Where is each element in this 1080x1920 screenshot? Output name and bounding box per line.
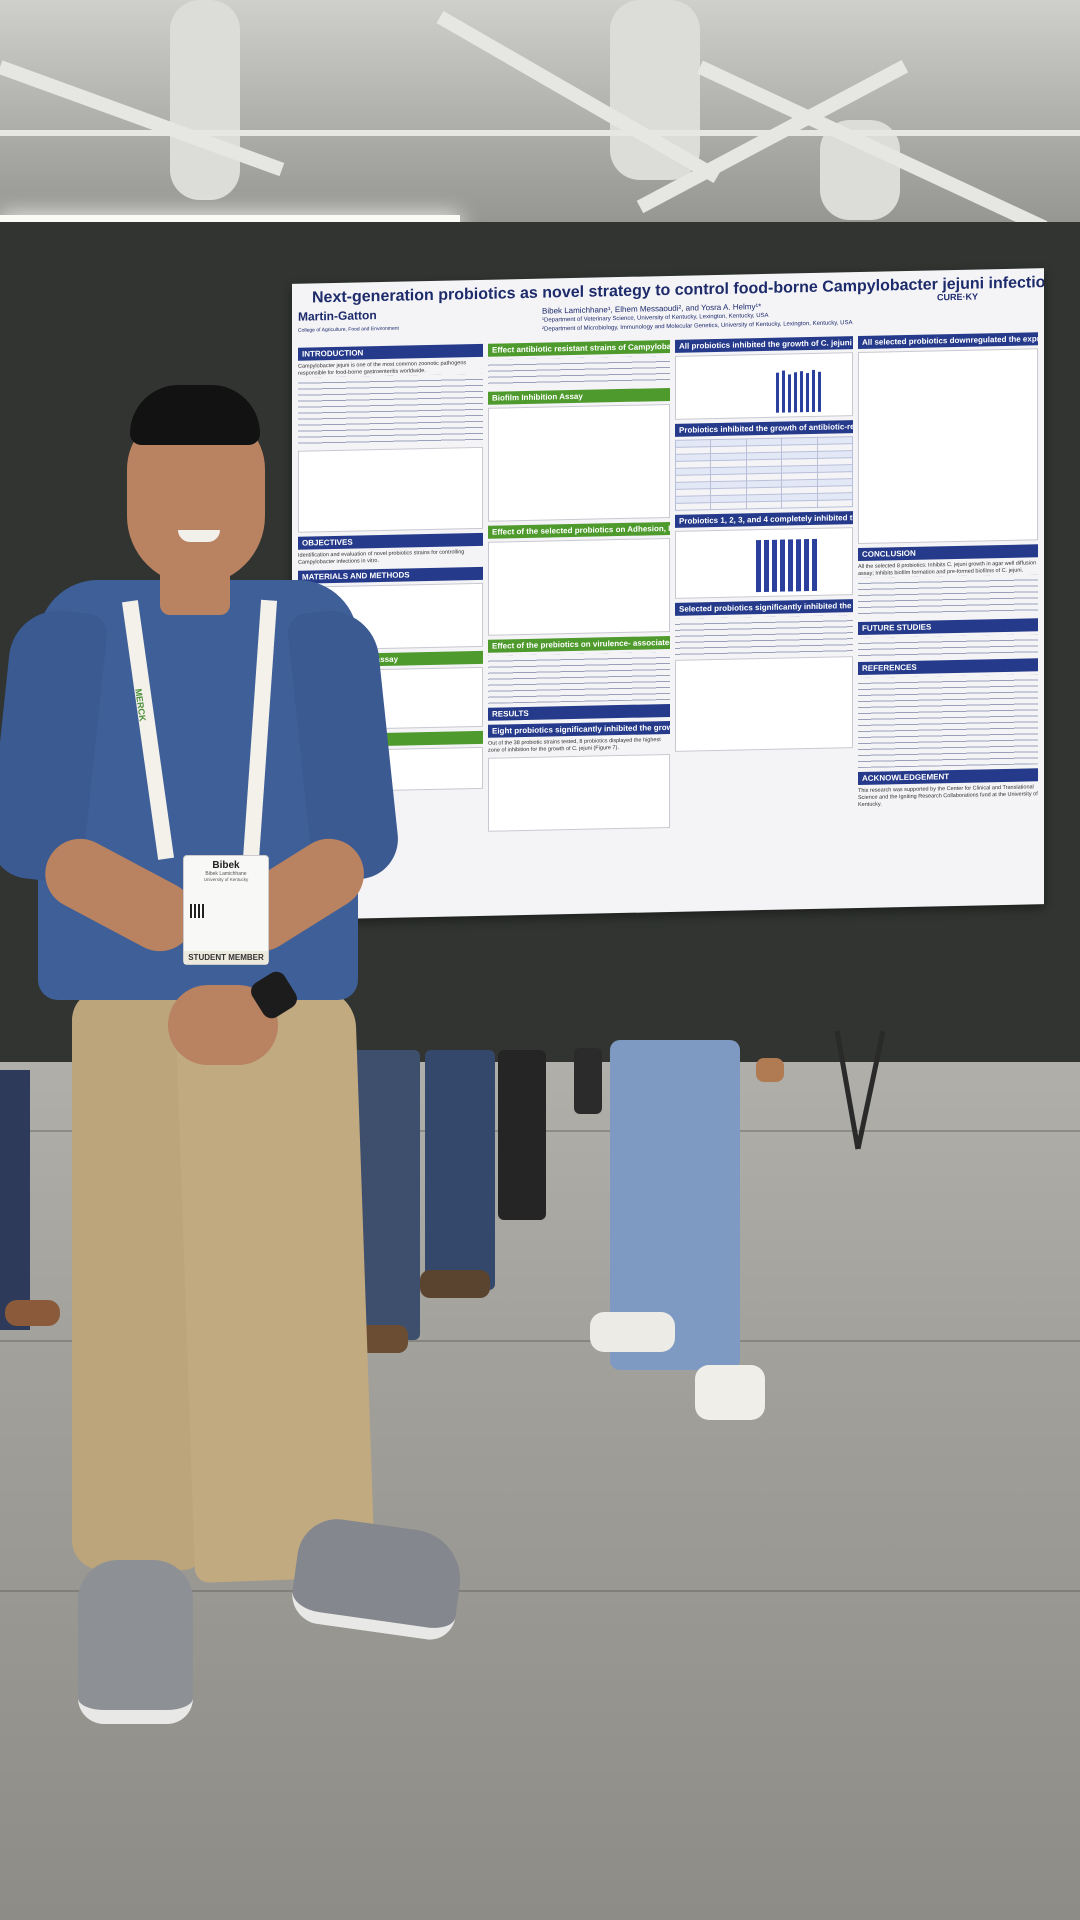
cure-ky-logo: CURE·KY	[937, 291, 979, 303]
section-conclusion: CONCLUSION	[858, 544, 1038, 562]
figure-biofilm-design	[488, 403, 670, 522]
person-smile	[178, 530, 220, 542]
poster-column-3: All probiotics inhibited the growth of C…	[675, 332, 853, 755]
background-person-legs	[498, 1050, 546, 1220]
section-antibiotic-resistant: Effect antibiotic resistant strains of C…	[488, 339, 670, 357]
section-results: RESULTS	[488, 703, 670, 721]
background-person-legs	[425, 1050, 495, 1290]
background-person-legs	[0, 1070, 30, 1330]
figure-zone-inhibition	[488, 753, 670, 832]
name-badge: Bibek Bibek Lamichhane University of Ken…	[183, 855, 269, 965]
figure-gene-expression	[858, 348, 1038, 545]
section-invasion-result: Selected probiotics significantly inhibi…	[675, 599, 853, 616]
logo-left-name: Martin-Gatton	[298, 308, 377, 324]
person-right-leg	[174, 987, 376, 1583]
poster-column-2: Effect antibiotic resistant strains of C…	[488, 336, 670, 835]
section-acknowledgement: ACKNOWLEDGEMENT	[858, 768, 1038, 786]
results-text: Out of the 38 probiotic strains tested, …	[488, 737, 661, 754]
section-adhesion: Effect of the selected probiotics on Adh…	[488, 521, 670, 539]
ceiling-truss	[0, 130, 1080, 136]
ack-text: This research was supported by the Cente…	[858, 784, 1038, 809]
background-shoe	[590, 1312, 675, 1352]
section-biofilm-result: Probiotics 1, 2, 3, and 4 completely inh…	[675, 511, 853, 528]
figure-mechanism	[298, 446, 483, 533]
badge-name: Bibek	[212, 860, 240, 871]
ceiling	[0, 0, 1080, 250]
background-shoe	[756, 1058, 784, 1082]
figure-adhesion-design	[488, 537, 670, 636]
research-poster: Next-generation probiotics as novel stra…	[292, 268, 1044, 920]
section-future-studies: FUTURE STUDIES	[858, 618, 1038, 636]
badge-subtitle: Bibek Lamichhane	[205, 871, 247, 877]
figure-invasion-charts	[675, 656, 853, 752]
poster-column-4: All selected probiotics downregulated th…	[858, 328, 1038, 809]
figure-biofilm-chart	[675, 527, 853, 599]
section-downregulated: All selected probiotics downregulated th…	[858, 332, 1038, 350]
badge-institution: University of Kentucky	[203, 877, 249, 882]
background-shoe	[5, 1300, 60, 1326]
inhibition-table	[675, 436, 853, 511]
section-objectives: OBJECTIVES	[298, 532, 483, 550]
background-shoe	[695, 1365, 765, 1420]
figure-growth-chart	[675, 352, 853, 420]
qr-code-icon	[190, 904, 204, 918]
person-left-shoe	[78, 1560, 193, 1724]
ceiling-truss	[0, 60, 285, 177]
section-growth-100: All probiotics inhibited the growth of C…	[675, 336, 853, 353]
ceiling-duct	[170, 0, 240, 200]
badge-ribbon: STUDENT MEMBER	[184, 951, 268, 964]
background-bottle	[574, 1048, 602, 1114]
background-shoe	[420, 1270, 490, 1298]
section-virulence: Effect of the prebiotics on virulence- a…	[488, 635, 670, 653]
section-biofilm: Biofilm Inhibition Assay	[488, 387, 670, 405]
objective-text: Identification and evaluation of novel p…	[298, 549, 465, 566]
section-eight-probiotics: Eight probiotics significantly inhibited…	[488, 720, 670, 738]
uk-logo: Martin-Gatton College of Agriculture, Fo…	[298, 308, 399, 335]
section-growth-antibiotic: Probiotics inhibited the growth of antib…	[675, 420, 853, 437]
logo-left-sub: College of Agriculture, Food and Environ…	[298, 325, 399, 334]
section-materials-methods: MATERIALS AND METHODS	[298, 566, 483, 584]
person-hair	[130, 385, 260, 445]
section-introduction: INTRODUCTION	[298, 343, 483, 361]
section-references: REFERENCES	[858, 658, 1038, 676]
